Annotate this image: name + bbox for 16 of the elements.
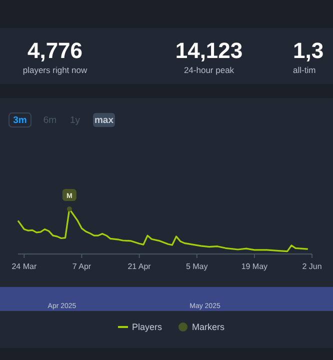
legend-label: Markers (192, 322, 225, 332)
x-tick-label: 5 May (186, 262, 208, 271)
text: 1,3 (293, 38, 324, 63)
x-tick-label: 7 Apr (72, 262, 92, 271)
text: 14,123 (175, 38, 243, 63)
text: max (94, 115, 114, 126)
text: 3m (13, 115, 27, 126)
x-tick-label: 2 Jun (302, 262, 322, 271)
legend-label: Players (132, 322, 163, 332)
x-tick-label: 21 Apr (128, 262, 152, 271)
text: 24-hour peak (184, 65, 235, 75)
text: 4,776 (27, 38, 83, 63)
text: players right now (22, 65, 88, 75)
text: all-tim (293, 65, 316, 75)
x-tick-label: 24 Mar (12, 262, 37, 271)
x-tick-label: 19 May (241, 262, 268, 271)
